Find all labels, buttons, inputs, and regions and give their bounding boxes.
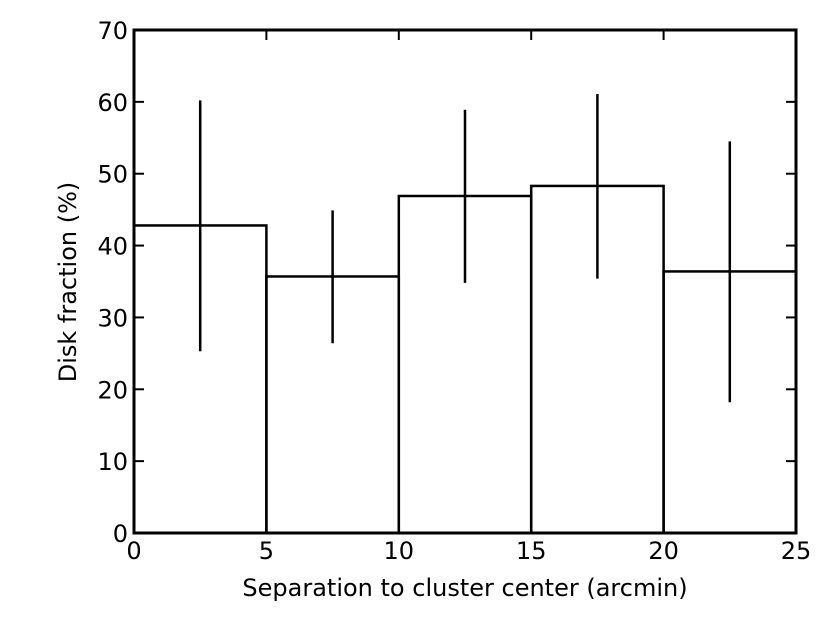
x-tick-label: 10 xyxy=(384,537,415,565)
x-tick-label: 0 xyxy=(126,537,141,565)
y-tick-label: 70 xyxy=(97,17,128,45)
x-tick-label: 20 xyxy=(648,537,679,565)
x-tick-label: 25 xyxy=(781,537,812,565)
y-tick-label: 60 xyxy=(97,89,128,117)
y-tick-label: 0 xyxy=(113,520,128,548)
plot-frame xyxy=(132,28,798,535)
y-tick-label: 40 xyxy=(97,233,128,261)
y-axis-label: Disk fraction (%) xyxy=(54,182,82,383)
x-tick-label: 15 xyxy=(516,537,547,565)
y-tick-label: 20 xyxy=(97,376,128,404)
x-tick-label: 5 xyxy=(259,537,274,565)
y-tick-label: 50 xyxy=(97,161,128,189)
y-tick-label: 10 xyxy=(97,448,128,476)
y-tick-label: 30 xyxy=(97,304,128,332)
x-axis-label: Separation to cluster center (arcmin) xyxy=(242,574,687,602)
